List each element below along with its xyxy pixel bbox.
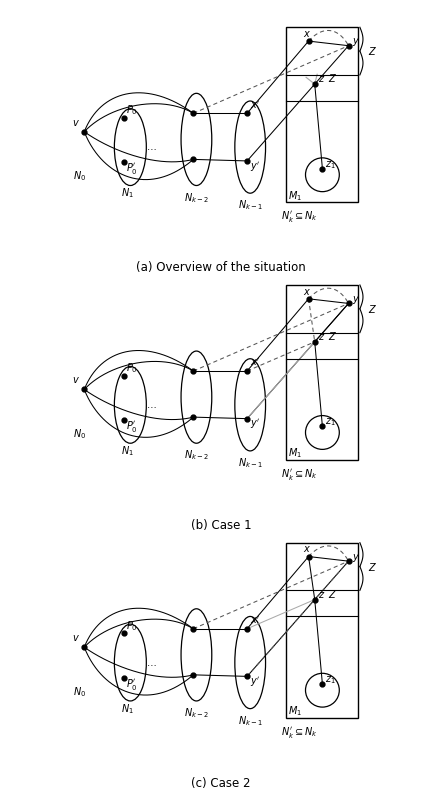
- Text: $N_{k-2}$: $N_{k-2}$: [184, 449, 209, 462]
- Text: $N_0$: $N_0$: [73, 170, 86, 183]
- Text: $M_1$: $M_1$: [288, 189, 302, 202]
- Bar: [286, 27, 358, 202]
- Text: $M_1$: $M_1$: [288, 446, 302, 460]
- Text: $y$: $y$: [351, 552, 360, 564]
- Text: $Z$: $Z$: [328, 588, 337, 600]
- Bar: [286, 285, 358, 460]
- Text: $N_k' \subseteq N_k$: $N_k' \subseteq N_k$: [281, 209, 318, 224]
- Text: $y$: $y$: [351, 294, 360, 306]
- Text: $y$: $y$: [351, 36, 360, 48]
- Text: $z_1$: $z_1$: [325, 159, 336, 170]
- Text: $P_0'$: $P_0'$: [126, 419, 137, 434]
- Text: $N_{k-1}$: $N_{k-1}$: [238, 714, 263, 728]
- Text: $M_1$: $M_1$: [288, 704, 302, 718]
- Text: $z_1$: $z_1$: [325, 416, 336, 428]
- Text: $N_k' \subseteq N_k$: $N_k' \subseteq N_k$: [281, 725, 318, 740]
- Text: $v$: $v$: [72, 633, 80, 643]
- Text: $N_{k-2}$: $N_{k-2}$: [184, 707, 209, 720]
- Text: $x'$: $x'$: [250, 357, 260, 369]
- Text: $P_0$: $P_0$: [126, 362, 137, 375]
- Text: $Z$: $Z$: [328, 72, 337, 84]
- Bar: [286, 542, 358, 718]
- Text: $x$: $x$: [303, 544, 311, 554]
- Text: $x$: $x$: [303, 29, 311, 39]
- Text: $\ldots$: $\ldots$: [146, 142, 157, 152]
- Text: (c) Case 2: (c) Case 2: [191, 776, 251, 790]
- Text: $z_1$: $z_1$: [325, 674, 336, 686]
- Text: $P_0$: $P_0$: [126, 619, 137, 633]
- Text: $Z$: $Z$: [369, 561, 377, 573]
- Text: $P_0'$: $P_0'$: [126, 161, 137, 176]
- Text: $v$: $v$: [72, 117, 80, 128]
- Text: $N_{k-1}$: $N_{k-1}$: [238, 198, 263, 213]
- Text: $x'$: $x'$: [250, 99, 260, 111]
- Text: (a) Overview of the situation: (a) Overview of the situation: [136, 261, 306, 274]
- Text: $P_0$: $P_0$: [126, 104, 137, 117]
- Text: $N_0$: $N_0$: [73, 685, 86, 699]
- Text: $y'$: $y'$: [250, 160, 260, 174]
- Text: $\ldots$: $\ldots$: [146, 657, 157, 668]
- Text: $\ldots$: $\ldots$: [146, 400, 157, 410]
- Text: $z$: $z$: [318, 590, 325, 600]
- Text: $x$: $x$: [303, 286, 311, 297]
- Text: $x'$: $x'$: [250, 615, 260, 626]
- Text: $N_1$: $N_1$: [121, 444, 134, 458]
- Text: (b) Case 1: (b) Case 1: [191, 519, 251, 532]
- Text: $P_0'$: $P_0'$: [126, 676, 137, 691]
- Text: $N_1$: $N_1$: [121, 702, 134, 715]
- Text: $z$: $z$: [318, 332, 325, 342]
- Text: $z$: $z$: [318, 75, 325, 84]
- Text: $N_0$: $N_0$: [73, 427, 86, 441]
- Text: $y'$: $y'$: [250, 676, 260, 689]
- Text: $y'$: $y'$: [250, 418, 260, 431]
- Text: $N_1$: $N_1$: [121, 186, 134, 200]
- Text: $Z$: $Z$: [369, 303, 377, 315]
- Text: $N_{k-2}$: $N_{k-2}$: [184, 191, 209, 205]
- Text: $Z$: $Z$: [369, 45, 377, 57]
- Text: $N_k' \subseteq N_k$: $N_k' \subseteq N_k$: [281, 467, 318, 482]
- Text: $N_{k-1}$: $N_{k-1}$: [238, 456, 263, 470]
- Text: $Z$: $Z$: [328, 330, 337, 342]
- Text: $v$: $v$: [72, 375, 80, 385]
